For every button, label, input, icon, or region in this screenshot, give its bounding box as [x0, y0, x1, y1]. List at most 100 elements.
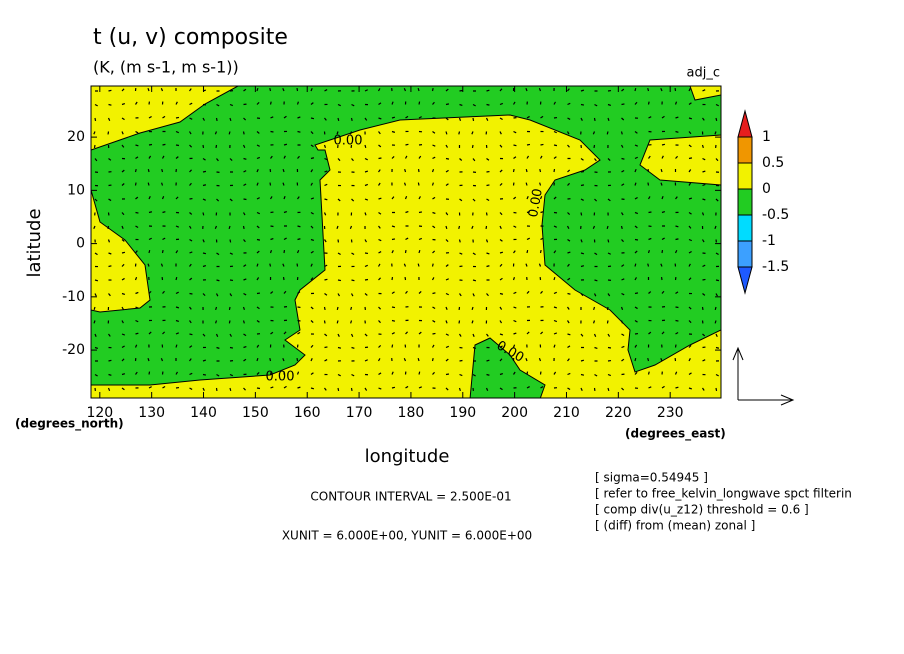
vector — [202, 252, 207, 255]
vector — [351, 252, 355, 256]
vector — [229, 252, 233, 255]
vector — [513, 144, 517, 147]
vector — [538, 87, 542, 92]
vector — [324, 157, 328, 161]
vector — [472, 279, 477, 282]
vector — [621, 103, 625, 106]
vector — [621, 264, 625, 267]
y-tick-label: 10 — [67, 182, 85, 198]
vector — [336, 225, 339, 230]
vector — [513, 130, 517, 134]
vector — [175, 371, 179, 375]
vector — [162, 115, 166, 119]
vector — [242, 212, 246, 216]
vector — [459, 103, 463, 107]
vector — [566, 225, 570, 229]
vector — [593, 333, 597, 337]
vector — [147, 87, 150, 92]
vector — [121, 169, 125, 173]
vector — [472, 252, 476, 256]
vector — [459, 293, 462, 297]
vector — [486, 359, 490, 362]
vector — [431, 168, 435, 173]
vector — [660, 358, 663, 362]
vector — [660, 263, 663, 267]
vector — [256, 344, 260, 348]
vector — [445, 103, 450, 106]
vector — [134, 168, 137, 173]
vector — [621, 333, 625, 337]
vector — [553, 144, 558, 147]
vector — [242, 225, 245, 230]
vector — [391, 291, 395, 295]
vector — [310, 372, 314, 375]
vector — [702, 183, 706, 187]
vector — [702, 198, 706, 201]
vector — [675, 306, 679, 309]
vector — [202, 198, 206, 201]
vector — [378, 212, 382, 215]
vector — [229, 117, 232, 122]
vector — [282, 263, 285, 267]
vector — [121, 306, 124, 310]
vector — [256, 87, 259, 92]
vector — [337, 158, 341, 162]
vector — [310, 157, 315, 160]
vector — [283, 210, 288, 214]
vector — [162, 331, 166, 335]
y-axis-label: latitude — [24, 208, 45, 277]
vector — [540, 211, 544, 214]
vector — [134, 344, 138, 348]
vector — [567, 169, 571, 173]
vector — [378, 277, 382, 281]
colorbar-label: -1 — [762, 233, 776, 249]
vector — [378, 131, 381, 135]
vector — [594, 252, 598, 256]
vector — [634, 277, 637, 281]
vector — [418, 237, 423, 241]
vector — [580, 387, 583, 391]
vector — [324, 198, 328, 201]
vector — [147, 357, 150, 362]
vector — [364, 157, 368, 161]
vector — [403, 263, 407, 267]
vector — [702, 264, 706, 268]
vector — [336, 306, 339, 311]
vector — [242, 144, 246, 148]
vector — [337, 333, 340, 337]
vector — [592, 225, 596, 229]
vector — [188, 225, 192, 229]
vector — [282, 182, 285, 186]
vector — [660, 168, 663, 173]
vector — [525, 87, 528, 92]
vector — [214, 320, 218, 324]
vector — [270, 237, 274, 241]
vector — [162, 211, 166, 214]
vector — [674, 344, 677, 348]
vector — [135, 196, 139, 200]
vector — [513, 250, 516, 254]
vector — [229, 333, 232, 337]
vector — [297, 238, 301, 241]
vector — [391, 306, 396, 309]
vector — [216, 346, 220, 349]
vector — [472, 117, 475, 122]
vector — [675, 386, 679, 389]
vector — [216, 158, 219, 162]
vector — [270, 116, 274, 119]
vector — [135, 319, 139, 323]
vector — [553, 344, 556, 348]
vector — [675, 331, 679, 335]
vector — [701, 212, 705, 216]
vector — [269, 87, 272, 92]
vector — [189, 182, 192, 186]
vector — [485, 117, 489, 121]
vector — [243, 88, 247, 92]
vector — [647, 249, 650, 254]
vector — [216, 198, 220, 202]
vector — [256, 156, 261, 160]
vector — [256, 277, 260, 281]
vector — [337, 293, 341, 297]
vector — [216, 279, 220, 282]
vector — [108, 333, 111, 337]
